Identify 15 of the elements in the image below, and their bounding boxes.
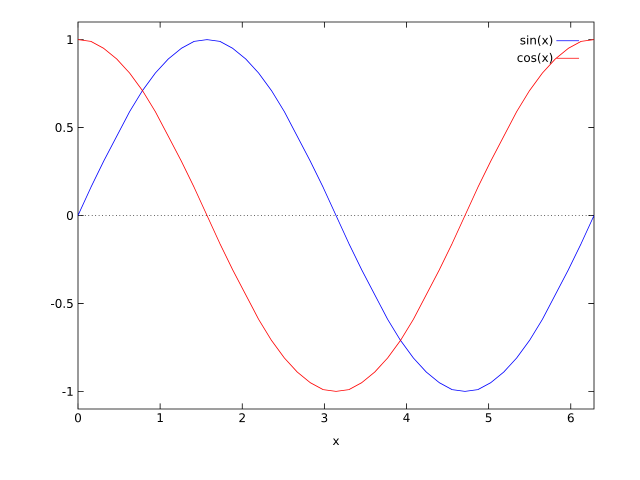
y-tick-label: 0 <box>66 210 73 220</box>
y-tick-label: 0.5 <box>56 123 73 132</box>
y-tick-label: -0.5 <box>51 298 73 308</box>
x-tick-label: 6 <box>568 413 574 422</box>
legend-label: cos(x) <box>517 52 552 64</box>
x-axis-title: x <box>332 438 340 446</box>
x-tick-label: 3 <box>321 413 328 422</box>
legend-label: sin(x) <box>520 35 552 46</box>
x-tick-label: 1 <box>158 413 163 422</box>
y-tick-label: -1 <box>62 387 73 396</box>
x-tick-label: 4 <box>403 413 410 422</box>
x-tick-label: 0 <box>74 413 82 422</box>
x-tick-label: 5 <box>486 413 492 422</box>
x-tick-label: 2 <box>239 413 245 422</box>
y-tick-label: 1 <box>67 35 73 44</box>
